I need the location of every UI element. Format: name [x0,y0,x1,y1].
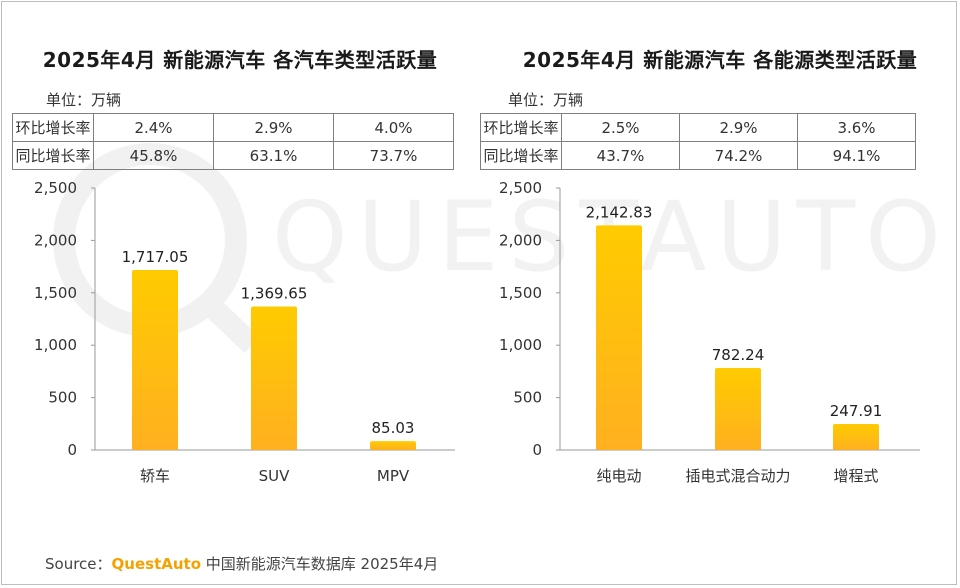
data-label: 2,142.83 [586,203,653,221]
y-tick-label: 0 [532,441,542,459]
bar [715,368,761,450]
bar-chart-vehicle-type: 0 500 1,000 1,500 2,000 2,500 1,717.05 轿车 1,369.… [34,179,455,485]
table-row: 环比增长率 2.5% 2.9% 3.6% [480,113,916,142]
x-category-label: SUV [259,467,291,485]
table-cell: 45.8% [93,141,214,170]
table-cell: 3.6% [797,113,916,142]
unit-label: 单位：万辆 [508,91,584,109]
table-cell: 4.0% [333,113,454,142]
table-cell: 73.7% [333,141,454,170]
row-label: 环比增长率 [12,113,94,142]
chart-title: 2025年4月 新能源汽车 各汽车类型活跃量 [42,48,438,72]
data-label: 247.91 [830,402,883,420]
y-tick-label: 2,500 [499,179,542,197]
row-label: 同比增长率 [480,141,562,170]
source-text: 中国新能源汽车数据库 2025年4月 [205,555,439,573]
panel-vehicle-type: 2025年4月 新能源汽车 各汽车类型活跃量 单位：万辆 环比增长率 2.4% … [0,0,480,510]
x-category-label: 轿车 [140,467,170,485]
y-tick-label: 1,000 [34,336,77,354]
y-tick-label: 500 [48,389,77,407]
y-tick-label: 500 [513,389,542,407]
source-note: Source：QuestAuto 中国新能源汽车数据库 2025年4月 [45,553,438,574]
table-cell: 2.9% [213,113,334,142]
y-tick-label: 1,500 [34,284,77,302]
table-row: 同比增长率 45.8% 63.1% 73.7% [12,141,454,170]
table-row: 环比增长率 2.4% 2.9% 4.0% [12,113,454,142]
x-category-label: 纯电动 [596,467,641,485]
data-label: 1,369.65 [241,284,308,302]
chart-title: 2025年4月 新能源汽车 各能源类型活跃量 [522,48,918,72]
x-category-label: MPV [377,467,410,485]
y-tick-label: 1,500 [499,284,542,302]
table-cell: 94.1% [797,141,916,170]
table-cell: 2.4% [93,113,214,142]
data-label: 782.24 [712,346,765,364]
data-label: 1,717.05 [122,248,189,266]
x-category-label: 插电式混合动力 [685,467,790,485]
panel-energy-type: 2025年4月 新能源汽车 各能源类型活跃量 单位：万辆 环比增长率 2.5% … [480,0,960,510]
y-tick-label: 2,000 [499,231,542,249]
bar [833,424,879,450]
y-tick-label: 2,000 [34,231,77,249]
row-label: 同比增长率 [12,141,94,170]
bar [132,270,178,450]
table-cell: 63.1% [213,141,334,170]
source-brand: QuestAuto [111,555,201,573]
growth-table: 环比增长率 2.5% 2.9% 3.6% 同比增长率 43.7% 74.2% 9… [480,113,916,170]
table-cell: 2.9% [679,113,798,142]
growth-table: 环比增长率 2.4% 2.9% 4.0% 同比增长率 45.8% 63.1% 7… [12,113,454,170]
table-cell: 43.7% [561,141,680,170]
y-tick-label: 2,500 [34,179,77,197]
bar [370,441,416,450]
data-label: 85.03 [372,419,415,437]
table-cell: 2.5% [561,113,680,142]
unit-label: 单位：万辆 [46,91,122,109]
table-cell: 74.2% [679,141,798,170]
source-label: Source： [45,555,112,573]
x-category-label: 增程式 [833,467,878,485]
y-tick-label: 1,000 [499,336,542,354]
bar [251,306,297,450]
row-label: 环比增长率 [480,113,562,142]
bar [596,225,642,450]
table-row: 同比增长率 43.7% 74.2% 94.1% [480,141,916,170]
bar-chart-energy-type: 0 500 1,000 1,500 2,000 2,500 2,142.83 纯电动 782.2… [499,179,920,485]
y-tick-label: 0 [67,441,77,459]
